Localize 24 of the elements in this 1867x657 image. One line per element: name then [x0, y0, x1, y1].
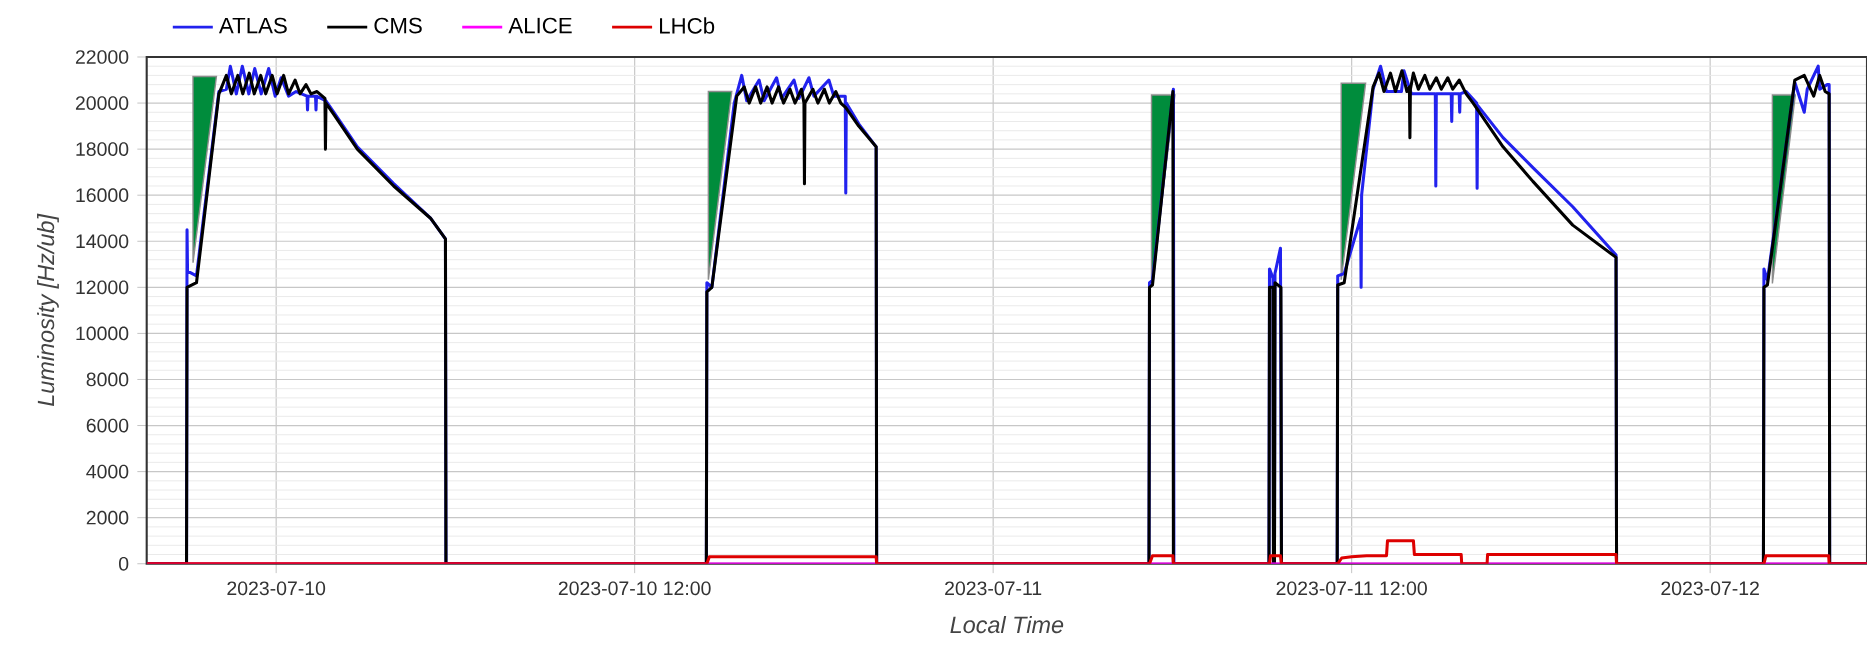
y-tick-label: 12000	[76, 280, 129, 295]
y-tick-label: 10000	[76, 326, 129, 341]
x-tick-label: 2023-07-11	[945, 581, 1042, 596]
line-series	[146, 539, 1867, 564]
y-tick-label: 16000	[76, 188, 129, 203]
y-tick-label: 22000	[75, 50, 129, 64]
x-tick-label: 2023-07-10	[227, 581, 326, 596]
y-tick-label: 4000	[86, 464, 129, 479]
y-tick-label: 14000	[76, 234, 129, 249]
y-tick-label: 2000	[86, 510, 129, 525]
x-tick-label: 2023-07-10 12:00	[558, 581, 711, 596]
legend-label: ATLAS	[218, 17, 287, 34]
x-axis-title: Local Time	[950, 615, 1064, 634]
y-tick-label: 6000	[86, 418, 129, 433]
legend-label: LHCb	[660, 17, 715, 34]
y-tick-label: 0	[119, 556, 129, 571]
legend-label: ALICE	[508, 17, 572, 34]
x-tick-label: 2023-07-12	[1661, 581, 1759, 596]
x-tick-label: 2023-07-11 12:00	[1276, 581, 1427, 596]
legend-label: CMS	[374, 17, 422, 34]
y-tick-label: 18000	[76, 142, 129, 156]
y-tick-label: 8000	[86, 372, 129, 387]
y-axis-title: Luminosity [Hz/ub]	[37, 213, 59, 406]
y-tick-label: 20000	[75, 96, 129, 110]
